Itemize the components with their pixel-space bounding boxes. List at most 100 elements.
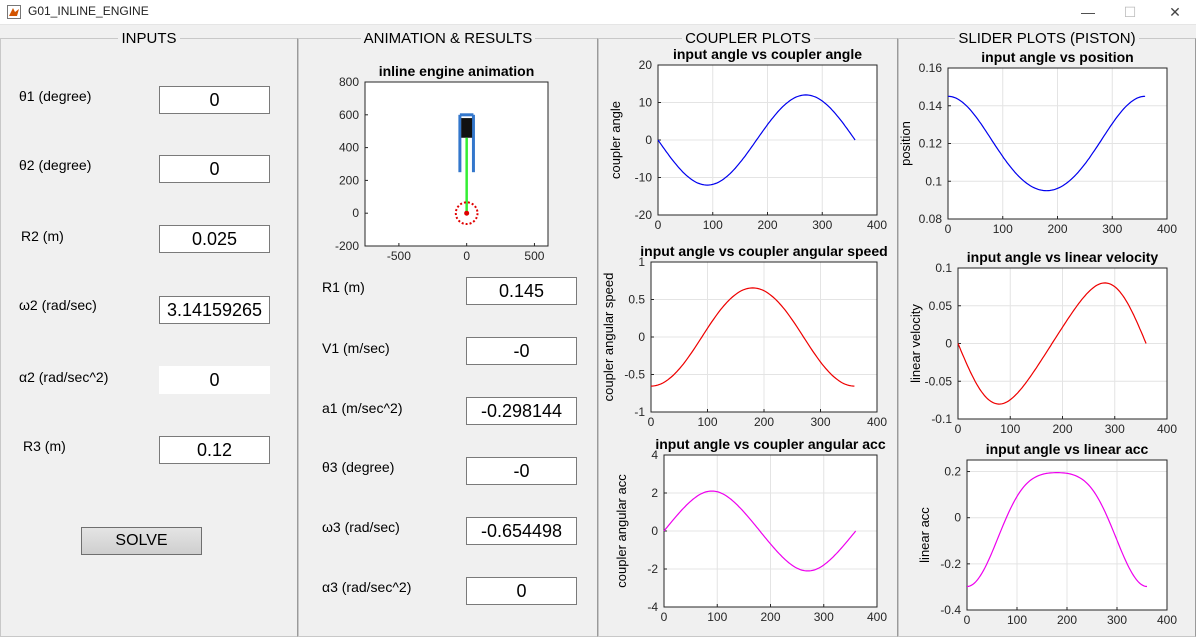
coupler-angle-ylabel: coupler angle [608, 101, 623, 179]
x-tick-label: 400 [1157, 422, 1177, 436]
y-tick-label: 4 [651, 448, 658, 462]
x-tick-label: 100 [697, 415, 717, 429]
piston [461, 118, 473, 138]
x-tick-label: 0 [661, 610, 668, 624]
x-tick-label: 300 [814, 610, 834, 624]
y-tick-label: -0.4 [940, 603, 961, 617]
close-button[interactable]: ✕ [1169, 4, 1181, 20]
y-tick-label: 0 [651, 524, 658, 538]
y-tick-label: -4 [647, 600, 658, 614]
a1-label: a1 (m/sec^2) [322, 400, 403, 416]
alpha2-input[interactable]: 0 [159, 366, 270, 394]
window-title: G01_INLINE_ENGINE [28, 4, 149, 18]
slider-acc-title: input angle vs linear acc [986, 441, 1149, 457]
slider-velocity-title: input angle vs linear velocity [967, 249, 1159, 265]
y-tick-label: 0.16 [919, 61, 943, 75]
x-tick-label: 400 [1157, 222, 1177, 236]
theta2-label: θ2 (degree) [19, 157, 92, 173]
x-tick-label: 100 [993, 222, 1013, 236]
coupler-panel-title: COUPLER PLOTS [682, 30, 814, 47]
y-tick-label: 20 [639, 58, 653, 72]
slider-panel-title: SLIDER PLOTS (PISTON) [955, 30, 1139, 47]
y-tick-label: 0.2 [944, 465, 961, 479]
results-panel-title: ANIMATION & RESULTS [360, 30, 536, 47]
x-tick-label: 200 [754, 415, 774, 429]
x-tick-label: 0 [655, 218, 662, 232]
y-tick-label: 2 [651, 486, 658, 500]
crank-pin [464, 210, 470, 216]
x-tick-label: 200 [1052, 422, 1072, 436]
x-tick-label: 400 [1157, 613, 1177, 627]
coupler-acc-title: input angle vs coupler angular acc [655, 436, 885, 452]
r1-output: 0.145 [466, 277, 577, 305]
x-tick-label: 300 [1105, 422, 1125, 436]
slider-position-series-line [947, 95, 1146, 192]
y-tick-label: 0.1 [925, 174, 942, 188]
y-tick-label: -10 [635, 171, 653, 185]
y-tick-label: 0 [638, 330, 645, 344]
y-tick-label: 0 [645, 133, 652, 147]
coupler-angle-series-line [657, 94, 856, 186]
inputs-panel-title: INPUTS [118, 30, 180, 47]
coupler-angle-title: input angle vs coupler angle [673, 46, 862, 62]
animation-chart: -500 0 500 -200 0 200 400 600 800 inline engine a… [335, 63, 549, 263]
y-tick-label: -0.1 [931, 412, 952, 426]
y-tick-label: 0.08 [919, 212, 943, 226]
x-tick-label: 200 [757, 218, 777, 232]
y-tick-label: 10 [639, 96, 653, 110]
y-tick-label: 0 [352, 206, 359, 220]
slider-acc-ylabel: linear acc [917, 507, 932, 563]
minimize-button[interactable]: — [1081, 4, 1095, 20]
theta3-label: θ3 (degree) [322, 459, 395, 475]
alpha3-label: α3 (rad/sec^2) [322, 579, 412, 595]
y-tick-label: 0 [945, 337, 952, 351]
y-tick-label: 0.05 [929, 299, 953, 313]
slider-position-ylabel: position [898, 121, 913, 166]
x-tick-label: 300 [1107, 613, 1127, 627]
crank-circle [454, 201, 479, 226]
x-tick-label: 100 [1000, 422, 1020, 436]
slider-acc-series-line [966, 472, 1148, 588]
x-tick-label: -500 [387, 249, 411, 263]
theta1-input[interactable]: 0 [159, 86, 270, 114]
r2-label: R2 (m) [21, 228, 64, 244]
x-tick-label: 100 [707, 610, 727, 624]
slider-acc-chart: 0 100 200 300 400 -0.4 -0.2 0 0.2 input angle vs … [917, 441, 1177, 627]
coupler-acc-series-line [663, 490, 857, 572]
x-tick-label: 0 [463, 249, 470, 263]
x-tick-label: 400 [867, 218, 887, 232]
coupler-speed-series-line [650, 287, 855, 387]
y-tick-label: -20 [635, 208, 653, 222]
omega3-label: ω3 (rad/sec) [322, 519, 400, 535]
r3-label: R3 (m) [23, 438, 66, 454]
r3-input[interactable]: 0.12 [159, 436, 270, 464]
x-tick-label: 200 [760, 610, 780, 624]
r2-input[interactable]: 0.025 [159, 225, 270, 253]
y-tick-label: -2 [647, 562, 658, 576]
x-tick-label: 300 [812, 218, 832, 232]
alpha2-label: α2 (rad/sec^2) [19, 369, 109, 385]
coupler-speed-ylabel: coupler angular speed [601, 273, 616, 402]
animation-title: inline engine animation [379, 63, 535, 79]
x-tick-label: 0 [648, 415, 655, 429]
matlab-app-icon [7, 5, 21, 19]
omega2-input[interactable]: 3.14159265 [159, 296, 270, 324]
x-tick-label: 100 [703, 218, 723, 232]
y-tick-label: 0 [954, 511, 961, 525]
y-tick-label: 600 [339, 108, 359, 122]
slider-velocity-chart: 0 100 200 300 400 -0.1 -0.05 0 0.05 0.1 input angl… [908, 249, 1177, 436]
coupler-acc-ylabel: coupler angular acc [614, 474, 629, 588]
y-tick-label: -200 [335, 239, 359, 253]
y-tick-label: 200 [339, 173, 359, 187]
x-tick-label: 100 [1007, 613, 1027, 627]
slider-velocity-series-line [957, 282, 1147, 405]
y-tick-label: 1 [638, 255, 645, 269]
x-tick-label: 500 [524, 249, 544, 263]
animation-axes-box [364, 81, 549, 247]
theta2-input[interactable]: 0 [159, 155, 270, 183]
coupler-speed-title: input angle vs coupler angular speed [640, 243, 887, 259]
maximize-button[interactable]: ☐ [1123, 4, 1137, 20]
solve-button[interactable]: SOLVE [81, 527, 202, 555]
